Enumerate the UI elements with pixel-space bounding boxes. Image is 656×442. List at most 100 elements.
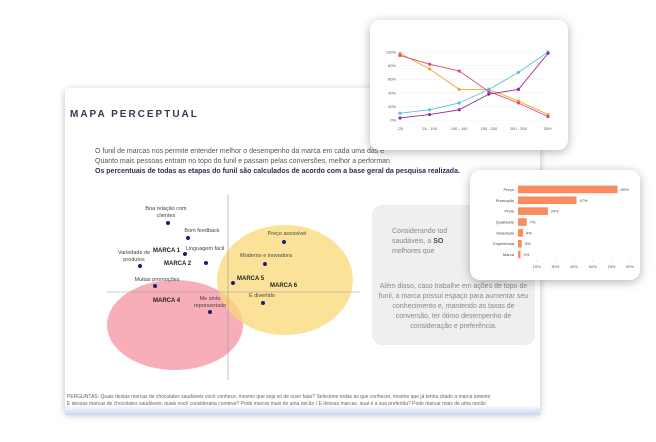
yellow-cluster <box>217 225 353 335</box>
x-tick-label: 45% <box>570 264 578 269</box>
y-tick-label: 80% <box>388 63 396 68</box>
brand-label: MARCA 1 <box>153 248 181 254</box>
y-tick-label: 0% <box>390 118 396 123</box>
x-tick-label: 60% <box>589 264 597 269</box>
map-dot <box>138 264 142 268</box>
value-label: 47% <box>579 198 587 203</box>
y-tick-label: Marca <box>503 252 515 257</box>
map-label: Me sinto representado <box>193 296 227 309</box>
box-line: Além disso, caso trabalhe em ações de to… <box>379 283 528 290</box>
series-line <box>399 51 549 114</box>
map <box>107 195 360 380</box>
bar <box>518 207 548 215</box>
intro-bold: Os percentuais de todas as etapas do fun… <box>95 168 460 175</box>
point <box>457 69 461 73</box>
point <box>428 108 432 112</box>
point <box>546 51 550 55</box>
map-label: Muitas promoções <box>134 277 180 283</box>
x-tick-label: 150 - 200 <box>480 126 498 131</box>
box-text: saudáveis, a <box>392 238 434 245</box>
y-tick-label: Preço <box>504 187 515 192</box>
y-tick-label: Variedade <box>496 230 515 235</box>
y-tick-label: Promoção <box>496 198 515 203</box>
line-chart: 0% 20% 40% 60% 80% 100% -25 25 - 100 100 - 150 15… <box>386 50 553 132</box>
bar <box>518 239 522 248</box>
y-tick-label: Preta <box>504 209 514 214</box>
value-label: 24% <box>551 209 559 214</box>
x-tick-label: 100 - 150 <box>451 126 469 131</box>
map-label: Linguagem fácil <box>185 246 225 252</box>
map-dot <box>208 310 212 314</box>
x-tick-label: 25 - 100 <box>422 126 437 131</box>
map-dot <box>231 281 235 285</box>
slide-shadow <box>65 405 540 415</box>
box-line: conhecimento e, mantendo as taxas de <box>392 303 515 310</box>
map-label: Preço acessível <box>267 231 307 237</box>
point <box>487 92 491 96</box>
map-label: Bom feedback <box>184 228 220 234</box>
value-label: 80% <box>621 187 629 192</box>
x-tick-label: 200 - 300 <box>510 126 528 131</box>
map-dot <box>282 240 286 244</box>
y-tick-label: 100% <box>386 50 397 55</box>
brand-label: MARCA 2 <box>164 261 192 267</box>
y-tick-label: 60% <box>388 77 396 82</box>
x-tick-label: 300+ <box>543 126 553 131</box>
map-dot <box>166 221 170 225</box>
point <box>516 101 520 105</box>
brand-label: MARCA 6 <box>270 283 298 289</box>
point <box>428 112 432 117</box>
point <box>516 87 520 91</box>
map-dot <box>263 262 267 266</box>
line-card: 0% 20% 40% 60% 80% 100% -25 25 - 100 100 - 150 15… <box>370 20 568 150</box>
box-line: melhores que <box>392 248 435 255</box>
box-line: consideração e preferência. <box>410 323 497 330</box>
map-dot <box>183 252 187 256</box>
brand-label: MARCA 5 <box>237 276 265 282</box>
value-label: 3% <box>525 241 531 246</box>
bar-card: 15% 30% 45% 60% 75% 90% Preço 80% Promoção 47% Pre… <box>470 170 640 280</box>
point <box>428 62 432 66</box>
map-dot <box>153 284 157 288</box>
point <box>546 115 550 119</box>
point <box>516 70 520 74</box>
point <box>428 67 432 71</box>
x-tick-label: -25 <box>397 126 404 131</box>
series-line <box>399 53 549 119</box>
bar <box>518 218 527 226</box>
map-label: É divertido <box>249 293 275 299</box>
box-line: conversão, ter ótimo desempenho de <box>395 313 512 320</box>
map-dot <box>186 236 190 240</box>
brand-label: MARCA 4 <box>153 298 181 304</box>
point <box>487 87 491 91</box>
y-tick-label: 40% <box>388 90 396 95</box>
point <box>398 116 402 120</box>
footer-line: E dessas marcas de chocolates saudáveis,… <box>67 401 486 407</box>
map-label: Moderno e inovadora <box>240 253 292 259</box>
y-tick-label: Qualidade <box>496 220 515 225</box>
box-brand: SO <box>433 238 444 245</box>
point <box>457 87 461 91</box>
map-label: Boa relação com clientes <box>145 206 187 219</box>
series-line <box>399 52 549 115</box>
point <box>457 101 461 105</box>
map-dot <box>204 261 208 265</box>
x-tick-label: 90% <box>626 264 634 269</box>
series-line <box>399 54 549 118</box>
map-dot <box>261 301 265 305</box>
bar <box>518 196 577 205</box>
y-tick-label: Experiência <box>493 241 515 246</box>
intro-line: O funil de marcas nos permite entender m… <box>95 148 385 155</box>
footer-line: PERGUNTAS: Quais destas marcas de chocol… <box>67 394 491 400</box>
box-line: Considerando tod <box>392 228 448 235</box>
point <box>457 108 461 112</box>
slide-title: MAPA PERCEPTUAL <box>70 109 199 120</box>
point <box>398 111 402 115</box>
box-line: saudáveis, a SO <box>392 238 443 245</box>
value-label: 2% <box>523 252 529 257</box>
intro-line: Quanto mais pessoas entram no topo do fu… <box>95 158 390 165</box>
pink-cluster <box>107 280 243 370</box>
y-tick-label: 20% <box>388 104 396 109</box>
value-label: 7% <box>530 220 536 225</box>
